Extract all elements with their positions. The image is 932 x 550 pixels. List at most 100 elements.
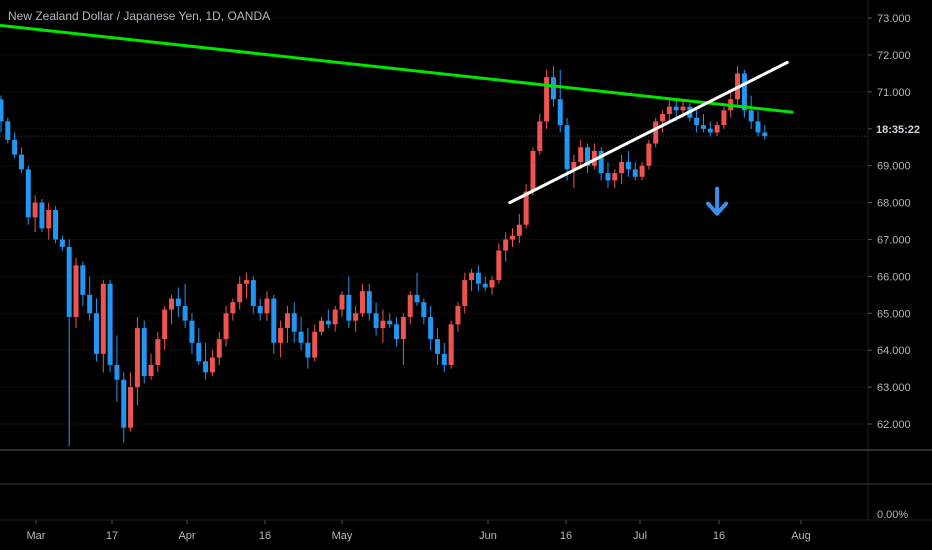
candle-body <box>141 328 147 377</box>
candle <box>32 195 38 233</box>
candle-body <box>175 298 181 306</box>
candle-body <box>189 320 195 343</box>
candle-body <box>741 73 747 111</box>
candle <box>155 331 161 373</box>
candle <box>305 328 311 369</box>
candle-body <box>87 294 93 314</box>
x-tick-label: Mar <box>27 530 46 542</box>
y-tick-label: 63.000 <box>877 382 911 394</box>
candle <box>278 320 284 358</box>
y-tick-label: 67.000 <box>877 235 911 247</box>
candle-body <box>557 99 563 126</box>
candle-body <box>148 364 154 377</box>
candle-body <box>564 125 570 170</box>
x-tick-label: Jul <box>633 530 647 542</box>
candle-body <box>257 305 263 314</box>
candle-body <box>284 313 290 329</box>
candle <box>741 69 747 118</box>
candle <box>189 313 195 354</box>
arrow-down-icon <box>706 186 729 216</box>
candle-body <box>353 313 359 321</box>
candlestick-series <box>0 66 768 447</box>
candle <box>598 147 604 181</box>
candle <box>660 110 666 133</box>
candle-body <box>619 162 625 174</box>
candle-body <box>755 121 761 133</box>
indicator-pane: 0.00% <box>0 449 932 521</box>
candle <box>407 291 413 325</box>
candle-body <box>469 272 475 281</box>
candle-body <box>182 305 188 321</box>
candle-body <box>503 239 509 251</box>
time-axis[interactable]: Mar 17 Apr 16 May Jun 16 Jul 16 Aug <box>27 520 811 542</box>
candle <box>428 305 434 351</box>
candle <box>237 276 243 310</box>
candle-body <box>666 106 672 115</box>
candle-body <box>625 162 631 170</box>
candle-body <box>73 265 79 317</box>
x-tick-label: 17 <box>106 530 118 542</box>
candle-body <box>578 147 584 163</box>
candle <box>284 305 290 343</box>
candle-body <box>203 361 209 373</box>
candle <box>141 320 147 384</box>
candle <box>332 305 338 332</box>
candle-body <box>305 342 311 358</box>
candle <box>209 350 215 377</box>
candle <box>707 121 713 137</box>
candle <box>632 162 638 181</box>
candle-body <box>462 280 468 306</box>
candle-body <box>544 77 550 122</box>
candle <box>257 298 263 321</box>
candle-body <box>530 150 536 192</box>
candle <box>625 150 631 177</box>
candle <box>605 162 611 188</box>
arrow-head <box>706 201 729 216</box>
pane-axis-label: 0.00% <box>877 509 908 521</box>
x-tick-label: 16 <box>560 530 572 542</box>
candle-body <box>121 379 127 428</box>
candle-body <box>298 331 304 343</box>
candle <box>516 213 522 244</box>
candle <box>182 283 188 329</box>
support-trendline <box>508 60 789 205</box>
candle-body <box>196 342 202 362</box>
candle-body <box>291 313 297 332</box>
candle-body <box>537 121 543 151</box>
candle <box>359 283 365 317</box>
candle <box>578 139 584 170</box>
candle <box>175 287 181 317</box>
candle-body <box>673 106 679 111</box>
candle <box>557 69 563 133</box>
candle <box>564 117 570 181</box>
y-tick-label: 68.000 <box>877 198 911 210</box>
price-axis[interactable]: 62.000 63.000 64.000 65.000 66.000 67.000 68.0… <box>867 0 911 520</box>
candle-body <box>162 309 168 340</box>
candle-body <box>366 291 372 314</box>
candle <box>46 202 52 240</box>
candle <box>325 309 331 329</box>
candle-body <box>325 320 331 325</box>
candle <box>421 298 427 325</box>
candle <box>503 232 509 262</box>
candle-body <box>380 320 386 329</box>
candle-body <box>250 280 256 306</box>
candle-body <box>516 224 522 236</box>
candle-body <box>550 77 556 100</box>
candle-body <box>80 265 86 295</box>
candle-body <box>612 173 618 181</box>
candle-body <box>714 125 720 133</box>
candle <box>612 169 618 188</box>
candle-body <box>359 291 365 314</box>
candle <box>380 309 386 343</box>
candle-body <box>0 99 4 122</box>
candle <box>666 99 672 122</box>
candle-body <box>223 313 229 340</box>
candle-body <box>209 357 215 373</box>
candle-body <box>107 283 113 365</box>
y-tick-label: 72.000 <box>877 50 911 62</box>
candle-body <box>407 294 413 317</box>
candle <box>339 291 345 317</box>
candle-body <box>448 324 454 365</box>
candle-body <box>12 139 18 155</box>
